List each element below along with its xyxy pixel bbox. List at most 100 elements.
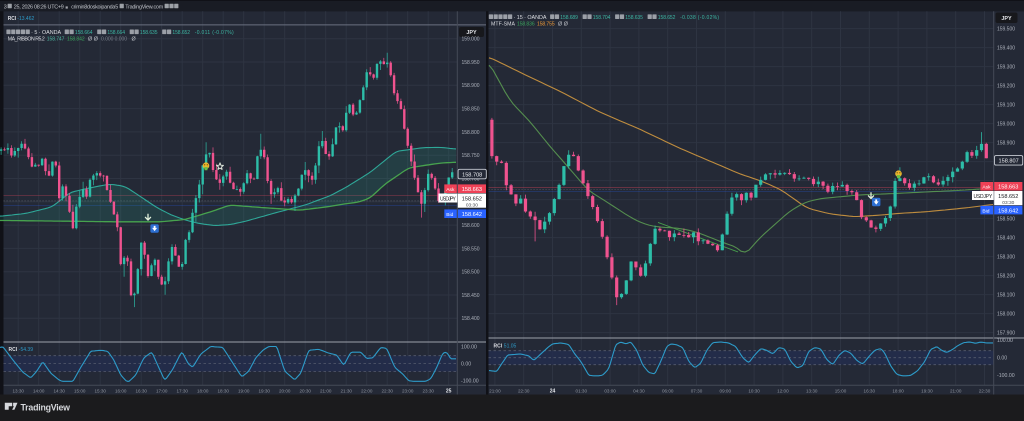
svg-text:25, 2026 08:26 UTC+9: 25, 2026 08:26 UTC+9 [14, 4, 64, 10]
svg-text:158.100: 158.100 [997, 293, 1015, 299]
svg-text:51.05: 51.05 [504, 343, 517, 349]
svg-text:20:00: 20:00 [279, 389, 291, 394]
svg-text:158.850: 158.850 [461, 107, 479, 113]
svg-text:158.635: 158.635 [140, 30, 158, 36]
svg-text:JPY: JPY [466, 30, 477, 36]
svg-text:Ø: Ø [132, 37, 137, 43]
svg-text:Ask: Ask [446, 187, 455, 193]
svg-text:23:00: 23:00 [402, 389, 414, 394]
svg-text:-100.00: -100.00 [461, 379, 479, 385]
svg-text:158.836: 158.836 [517, 21, 535, 27]
svg-text:158.950: 158.950 [461, 60, 479, 66]
svg-text:3: 3 [4, 4, 7, 10]
svg-text:-13.462: -13.462 [17, 16, 34, 22]
svg-text:RCI: RCI [9, 347, 18, 353]
svg-text:158.663: 158.663 [462, 187, 482, 193]
svg-text:Bid: Bid [446, 212, 453, 218]
svg-text:16:30: 16:30 [864, 389, 876, 394]
svg-text:23:30: 23:30 [422, 389, 434, 394]
svg-text:158.652: 158.652 [998, 194, 1018, 200]
svg-text:19:30: 19:30 [258, 389, 270, 394]
svg-text:158.652: 158.652 [462, 196, 482, 202]
svg-text:14:30: 14:30 [53, 389, 65, 394]
svg-text:MTF-SMA: MTF-SMA [491, 21, 516, 27]
svg-text:158.689: 158.689 [560, 15, 578, 21]
svg-text:158.500: 158.500 [997, 217, 1015, 223]
svg-text:158.652: 158.652 [658, 15, 676, 21]
svg-text:158.642: 158.642 [998, 208, 1018, 214]
svg-text:21:00: 21:00 [950, 389, 962, 394]
svg-text:10:30: 10:30 [748, 389, 760, 394]
svg-text:158.900: 158.900 [461, 83, 479, 89]
svg-text:16:00: 16:00 [115, 389, 127, 394]
svg-text:13:30: 13:30 [806, 389, 818, 394]
svg-text:crimin8doskoipanda5: crimin8doskoipanda5 [71, 4, 118, 10]
svg-text:04:30: 04:30 [633, 389, 645, 394]
svg-text:100.00: 100.00 [997, 338, 1013, 344]
svg-text:19:00: 19:00 [238, 389, 250, 394]
svg-text:158.600: 158.600 [461, 223, 479, 229]
svg-text:159.000: 159.000 [461, 37, 479, 43]
svg-text:15:30: 15:30 [94, 389, 106, 394]
svg-text:18:00: 18:00 [892, 389, 904, 394]
svg-text:158.664: 158.664 [75, 30, 93, 36]
svg-text:158.708: 158.708 [462, 172, 482, 178]
svg-text:159.200: 159.200 [997, 84, 1015, 90]
svg-text:21:00: 21:00 [489, 389, 501, 394]
svg-text:22:30: 22:30 [381, 389, 393, 394]
svg-text:RCI: RCI [494, 343, 503, 349]
svg-text:12:00: 12:00 [777, 389, 789, 394]
svg-text:· 5 · OANDA: · 5 · OANDA [31, 30, 61, 36]
svg-text:158.200: 158.200 [997, 274, 1015, 280]
svg-text:17:00: 17:00 [156, 389, 168, 394]
svg-text:JPY: JPY [1001, 16, 1012, 22]
svg-text:TradingView.com: TradingView.com [125, 4, 164, 10]
svg-text:158.450: 158.450 [461, 293, 479, 299]
svg-text:-100.00: -100.00 [997, 373, 1015, 379]
svg-text:-0.011 (-0.07%): -0.011 (-0.07%) [195, 30, 234, 36]
svg-text:158.800: 158.800 [461, 130, 479, 136]
svg-text:Bid: Bid [982, 208, 989, 214]
svg-text:06:00: 06:00 [662, 389, 674, 394]
svg-text:159.500: 159.500 [997, 27, 1015, 33]
svg-text:22:30: 22:30 [518, 389, 530, 394]
svg-text:0.00: 0.00 [997, 356, 1007, 362]
svg-text:Ask: Ask [982, 185, 991, 191]
svg-text:USDJPY: USDJPY [974, 194, 993, 200]
svg-text:21:00: 21:00 [320, 389, 332, 394]
svg-text:159.400: 159.400 [997, 46, 1015, 52]
svg-text:24: 24 [550, 389, 556, 395]
svg-text:158.700: 158.700 [461, 176, 479, 182]
svg-text:159.100: 159.100 [997, 103, 1015, 109]
svg-text:14:00: 14:00 [33, 389, 45, 394]
svg-text:07:30: 07:30 [691, 389, 703, 394]
svg-text:USDJPY: USDJPY [440, 196, 456, 202]
svg-text:159.300: 159.300 [997, 65, 1015, 71]
svg-text:158.652: 158.652 [172, 30, 190, 36]
svg-text:16:30: 16:30 [135, 389, 147, 394]
svg-text:158.500: 158.500 [461, 270, 479, 276]
svg-text:-0.038 (-0.02%): -0.038 (-0.02%) [680, 15, 719, 21]
svg-text:· 15 · OANDA: · 15 · OANDA [514, 15, 547, 21]
svg-text:158.750: 158.750 [461, 153, 479, 159]
svg-text:RCI: RCI [8, 16, 17, 22]
svg-text:MA_RIBBON R5.2: MA_RIBBON R5.2 [8, 37, 45, 43]
svg-text:22:00: 22:00 [361, 389, 373, 394]
svg-text:09:00: 09:00 [720, 389, 732, 394]
svg-text:03:30: 03:30 [466, 202, 478, 208]
svg-text:Ø Ø: Ø Ø [88, 37, 99, 43]
svg-text:159.000: 159.000 [997, 122, 1015, 128]
svg-text:158.747: 158.747 [47, 37, 65, 43]
svg-text:158.400: 158.400 [461, 316, 479, 322]
svg-text:158.663: 158.663 [998, 185, 1018, 191]
svg-text:03:00: 03:00 [604, 389, 616, 394]
svg-text:13:30: 13:30 [12, 389, 24, 394]
svg-text:0.000 0.000: 0.000 0.000 [101, 37, 127, 43]
svg-text:01:30: 01:30 [576, 389, 588, 394]
svg-text:158.704: 158.704 [593, 15, 611, 21]
svg-text:158.400: 158.400 [997, 236, 1015, 242]
svg-text:18:00: 18:00 [197, 389, 209, 394]
svg-text:158.642: 158.642 [462, 212, 482, 218]
svg-text:18:30: 18:30 [217, 389, 229, 394]
svg-text:03:30: 03:30 [1002, 200, 1014, 206]
